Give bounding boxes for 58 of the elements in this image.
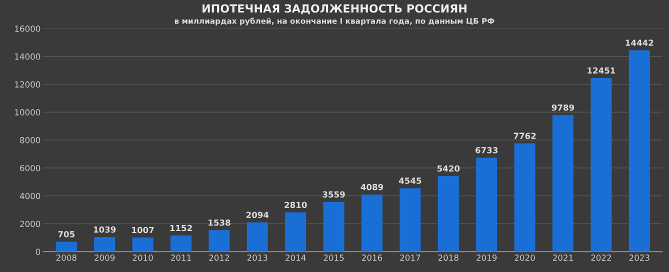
x-tick-label: 2010 [132,254,153,261]
y-tick-label: 16000 [15,26,40,32]
data-label: 4089 [360,184,384,190]
x-tick-label: 2022 [591,254,611,261]
x-tick-label: 2014 [286,254,306,261]
bar [476,158,498,252]
data-label: 9789 [552,104,574,111]
data-label: 2094 [246,212,269,218]
data-label: 7762 [514,132,536,140]
bar [552,115,574,252]
x-tick-label: 2020 [514,254,535,261]
x-tick-label: 2012 [209,254,229,261]
data-label: 5420 [437,165,460,172]
chart-title: ИПОТЕЧНАЯ ЗАДОЛЖЕННОСТЬ РОССИЯН [202,4,466,14]
x-tick-label: 2023 [629,254,650,261]
bar [208,230,230,252]
x-tick-label: 2013 [247,254,268,261]
x-tick-label: 2021 [553,254,573,261]
bar [170,236,192,252]
x-tick-label: 2017 [400,254,420,261]
x-tick-label: 2019 [476,254,497,261]
data-label: 6733 [476,147,498,154]
y-tick-label: 12000 [15,81,40,88]
bar [94,237,116,252]
bar [514,143,536,252]
x-tick-label: 2009 [94,254,115,261]
x-tick-label: 2008 [56,254,76,261]
bar [438,176,459,252]
data-label: 14442 [626,40,654,46]
x-tick-label: 2011 [171,254,191,261]
bar [132,238,154,252]
data-label: 4545 [398,178,422,184]
y-tick-label: 4000 [20,192,40,200]
data-label: 2810 [284,202,307,208]
data-label: 1538 [208,219,230,226]
data-label: 1152 [170,224,192,232]
x-tick-label: 2016 [362,254,382,261]
y-tick-label: 2000 [20,220,40,228]
data-label: 1039 [94,226,116,233]
bar [590,78,612,252]
bar [323,202,344,252]
bar [628,50,650,252]
data-label: 12451 [588,67,616,74]
bar [56,242,77,252]
bar [246,222,268,252]
x-tick-label: 2018 [438,254,458,261]
bar [285,212,306,252]
data-label: 3559 [322,191,345,198]
y-tick-label: 0 [36,248,40,255]
data-label: 1007 [132,226,154,234]
y-tick-label: 6000 [20,164,40,172]
y-tick-label: 8000 [20,137,40,144]
y-tick-label: 14000 [15,53,40,60]
bar [400,188,421,252]
x-tick-label: 2015 [324,254,344,261]
y-tick-label: 10000 [15,109,40,116]
data-label: 705 [58,231,75,238]
bar [361,194,382,252]
